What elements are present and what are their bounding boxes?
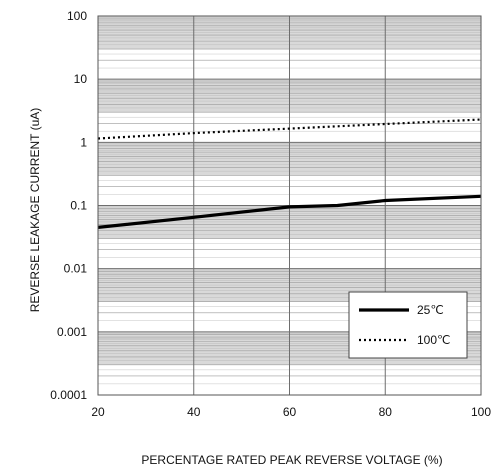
y-tick-label: 10: [74, 72, 88, 86]
y-tick-label: 100: [67, 9, 87, 23]
legend-label-0: 25℃: [417, 303, 444, 317]
series-line-1: [97, 118, 482, 140]
series-layer: [97, 118, 482, 229]
x-tick-label: 60: [283, 405, 297, 419]
x-tick-labels: 20 40 60 80 100: [91, 405, 491, 419]
y-tick-labels: 0.0001 0.001 0.01 0.1 1 10 100: [50, 9, 87, 402]
x-axis-title: PERCENTAGE RATED PEAK REVERSE VOLTAGE (%…: [141, 453, 442, 467]
x-tick-label: 100: [471, 405, 491, 419]
y-axis-title: REVERSE LEAKAGE CURRENT (uA): [28, 108, 42, 313]
legend-label-1: 100℃: [417, 333, 451, 347]
y-tick-label: 0.01: [64, 262, 88, 276]
y-tick-label: 0.0001: [50, 388, 87, 402]
plot-frame: [97, 15, 482, 396]
series-line-0: [97, 194, 482, 229]
x-tick-label: 40: [187, 405, 201, 419]
y-tick-label: 0.001: [57, 325, 87, 339]
legend-box: [348, 291, 468, 359]
y-tick-label: 1: [80, 135, 87, 149]
x-tick-label: 80: [379, 405, 393, 419]
legend: 25℃ 100℃: [348, 291, 468, 359]
y-tick-label: 0.1: [70, 199, 87, 213]
x-tick-label: 20: [91, 405, 105, 419]
